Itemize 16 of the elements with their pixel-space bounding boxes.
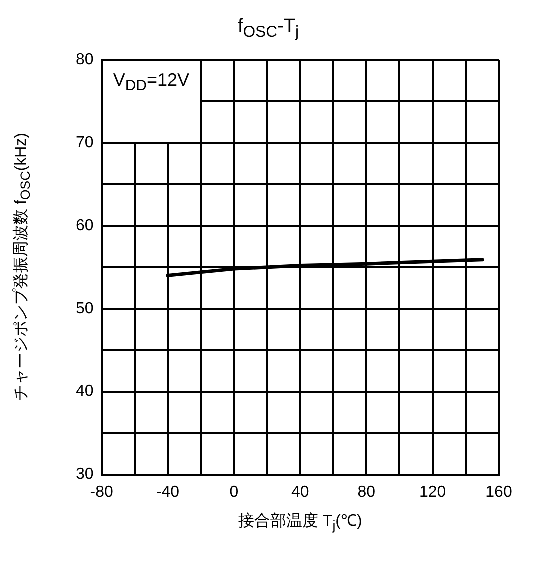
x-tick-label: -40 <box>156 484 180 501</box>
x-tick-label: 120 <box>419 484 446 501</box>
x-tick-label: 160 <box>486 484 512 501</box>
x-tick-label: -80 <box>90 484 114 501</box>
y-tick-label: 80 <box>76 51 94 68</box>
x-tick-label: 0 <box>230 484 239 501</box>
y-tick-label: 30 <box>76 466 94 484</box>
y-tick-label: 60 <box>76 217 94 234</box>
y-tick-label: 50 <box>76 300 94 318</box>
x-tick-label: 40 <box>292 484 310 501</box>
chart-title: f$_{OSC}$-T$_{j}$ <box>236 16 300 42</box>
annotation: V$_{DD}$=12V <box>112 70 191 95</box>
y-tick-label: 40 <box>76 383 94 400</box>
x-axis-title: 接合部温度 T$_{j}$(℃) <box>237 512 364 533</box>
x-tick-label: 80 <box>358 484 376 501</box>
y-tick-label: 70 <box>76 134 94 152</box>
